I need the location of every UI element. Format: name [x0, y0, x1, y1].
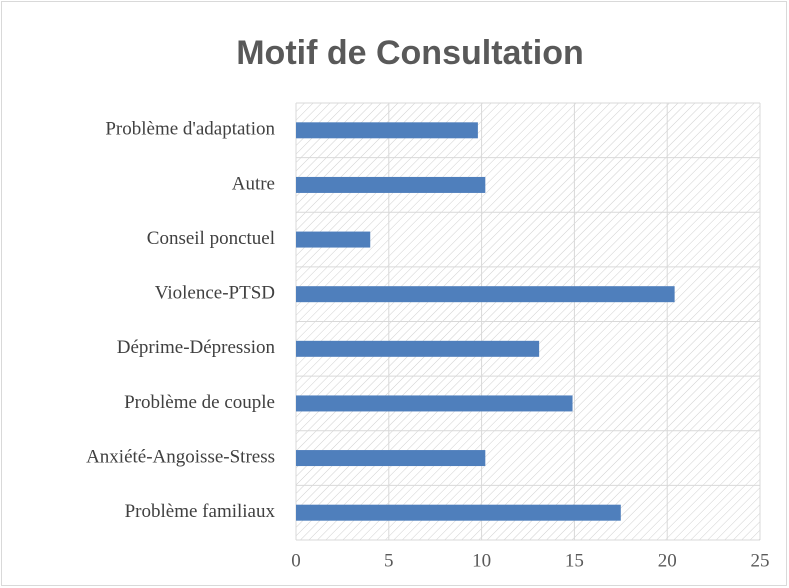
x-tick-label: 5: [384, 550, 394, 571]
y-tick-label: Conseil ponctuel: [147, 228, 275, 249]
bar: [296, 450, 486, 467]
x-tick-label: 20: [658, 550, 677, 571]
y-tick-label: Autre: [232, 173, 275, 194]
bar: [296, 340, 540, 357]
bar: [296, 395, 573, 412]
y-tick-label: Problème de couple: [124, 392, 275, 413]
chart-title: Motif de Consultation: [236, 34, 584, 72]
x-tick-label: 25: [751, 550, 770, 571]
y-tick-label: Violence-PTSD: [155, 283, 275, 304]
x-tick-label: 10: [472, 550, 491, 571]
bar: [296, 231, 371, 248]
y-tick-label: Anxiété-Angoisse-Stress: [86, 446, 275, 467]
bar: [296, 176, 486, 193]
x-tick-label: 0: [291, 550, 301, 571]
y-tick-label: Problème familiaux: [125, 501, 276, 522]
y-tick-label: Problème d'adaptation: [105, 119, 275, 140]
bar: [296, 286, 675, 303]
y-tick-label: Déprime-Dépression: [117, 337, 276, 358]
bar: [296, 122, 478, 139]
x-tick-label: 15: [565, 550, 584, 571]
bar: [296, 504, 621, 521]
